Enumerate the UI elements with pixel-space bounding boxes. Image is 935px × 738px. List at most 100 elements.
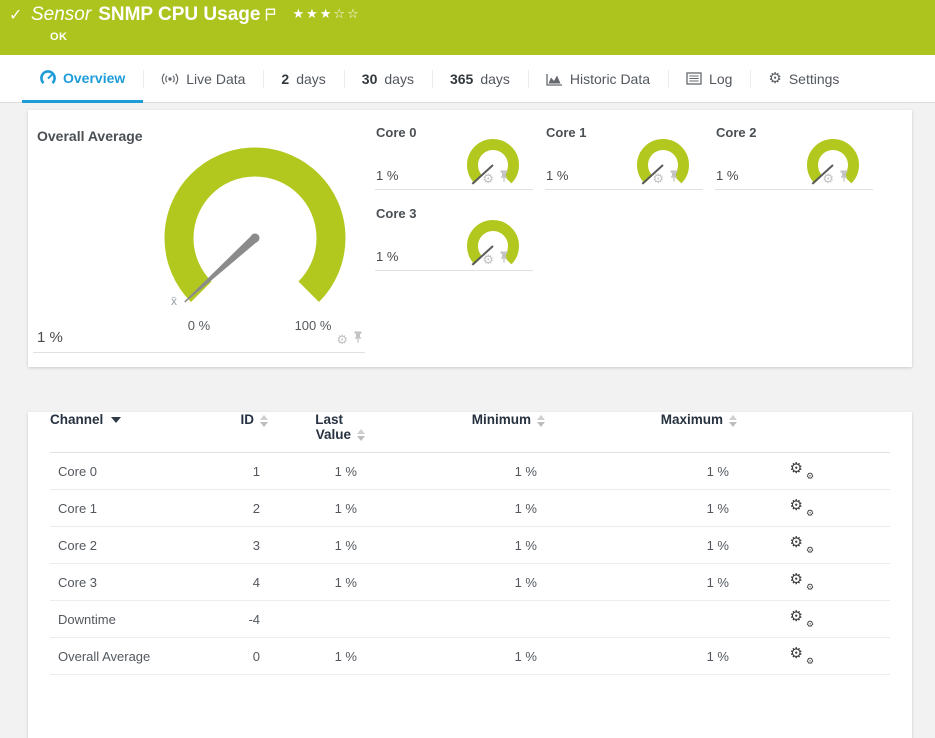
column-label: ID bbox=[240, 412, 255, 427]
gauge-scale-min: 0 % bbox=[187, 318, 211, 333]
gauge-title: Core 1 bbox=[546, 125, 587, 140]
channel-settings-gear-icon[interactable]: ⚙ bbox=[482, 170, 494, 186]
tab-30-days[interactable]: 30 days bbox=[343, 55, 432, 102]
table-row-core-0[interactable]: Core 0 1 1 % 1 % 1 % ⚙ ⚙ bbox=[50, 453, 890, 490]
pin-icon[interactable] bbox=[669, 169, 679, 187]
cell-id: 0 bbox=[252, 648, 260, 664]
object-kind-label: Sensor bbox=[31, 4, 92, 25]
column-header-minimum[interactable]: Minimum bbox=[365, 412, 545, 427]
gauge-value: 1 % bbox=[376, 168, 399, 183]
channel-settings-gear-icon[interactable]: ⚙ bbox=[822, 170, 834, 186]
table-row-core-2[interactable]: Core 2 3 1 % 1 % 1 % ⚙ ⚙ bbox=[50, 527, 890, 564]
tab-label: days bbox=[296, 70, 326, 87]
gauge-overall-average[interactable]: Overall Average x̄ 0 % 100 % 1 % ⚙ bbox=[33, 118, 365, 353]
cell-channel: Core 1 bbox=[58, 500, 98, 516]
gauge-scale-max: 100 % bbox=[294, 318, 332, 333]
tab-historic-data[interactable]: Historic Data bbox=[527, 55, 668, 102]
gauge-value: 1 % bbox=[546, 168, 569, 183]
column-header-channel[interactable]: Channel bbox=[50, 412, 228, 427]
cell-maximum: 1 % bbox=[706, 648, 729, 664]
core-gauge bbox=[467, 220, 519, 266]
pin-icon[interactable] bbox=[839, 169, 849, 187]
area-chart-icon bbox=[546, 72, 563, 86]
tab-overview[interactable]: Overview bbox=[22, 55, 144, 103]
column-label: Value bbox=[315, 427, 351, 442]
cell-channel: Core 3 bbox=[58, 574, 98, 590]
gauge-title: Core 2 bbox=[716, 125, 757, 140]
gauges-panel: Overall Average x̄ 0 % 100 % 1 % ⚙ bbox=[28, 110, 912, 367]
tab-number: 30 bbox=[361, 70, 378, 87]
cell-minimum: 1 % bbox=[514, 648, 537, 664]
tab-live-data[interactable]: Live Data bbox=[143, 55, 263, 102]
sensor-header: ✓ Sensor SNMP CPU Usage ★★★☆☆ OK bbox=[0, 0, 935, 55]
cell-id: 2 bbox=[252, 500, 260, 516]
column-header-id[interactable]: ID bbox=[228, 412, 268, 427]
cell-maximum: 1 % bbox=[706, 463, 729, 479]
tab-label: Log bbox=[709, 70, 733, 87]
cell-minimum: 1 % bbox=[514, 500, 537, 516]
main-content: Overall Average x̄ 0 % 100 % 1 % ⚙ bbox=[0, 103, 935, 738]
status-badge: OK bbox=[50, 31, 68, 43]
channel-settings-gear-icon[interactable]: ⚙ bbox=[652, 170, 664, 186]
priority-stars[interactable]: ★★★☆☆ bbox=[292, 6, 361, 21]
sensor-title-line: Sensor SNMP CPU Usage ★★★☆☆ bbox=[31, 4, 361, 27]
column-label: Channel bbox=[50, 412, 104, 427]
column-header-maximum[interactable]: Maximum bbox=[545, 412, 737, 427]
pin-icon[interactable] bbox=[499, 169, 509, 187]
table-row-core-3[interactable]: Core 3 4 1 % 1 % 1 % ⚙ ⚙ bbox=[50, 564, 890, 601]
cell-maximum: 1 % bbox=[706, 537, 729, 553]
cell-id: 4 bbox=[252, 574, 260, 590]
cell-id: 3 bbox=[252, 537, 260, 553]
gauge-core-1[interactable]: Core 1 1 % ⚙ bbox=[545, 118, 703, 190]
gauge-needle bbox=[641, 164, 664, 185]
cell-channel: Overall Average bbox=[58, 648, 151, 664]
channels-panel: Channel ID Last Value Minimum Maxi bbox=[28, 412, 912, 738]
cell-id: -4 bbox=[248, 611, 260, 627]
column-label: Last bbox=[315, 412, 343, 427]
tab-label: Settings bbox=[788, 70, 840, 87]
flag-icon bbox=[265, 5, 276, 27]
pin-icon[interactable] bbox=[499, 250, 509, 268]
gauge-title: Overall Average bbox=[37, 128, 143, 144]
gauge-icon bbox=[40, 70, 56, 85]
average-marker: x̄ bbox=[171, 294, 177, 308]
cell-minimum: 1 % bbox=[514, 574, 537, 590]
sort-icon bbox=[729, 415, 737, 427]
pin-icon[interactable] bbox=[353, 330, 363, 348]
gauge-title: Core 3 bbox=[376, 206, 417, 221]
gauge-needle bbox=[811, 164, 834, 185]
tab-number: 365 bbox=[449, 70, 474, 87]
gauge-core-0[interactable]: Core 0 1 % ⚙ bbox=[375, 118, 533, 190]
gauge-needle bbox=[471, 245, 494, 266]
gauge-value: 1 % bbox=[716, 168, 739, 183]
tab-365-days[interactable]: 365 days bbox=[431, 55, 528, 102]
channel-settings-gear-icon[interactable]: ⚙ bbox=[336, 331, 348, 347]
table-row-core-1[interactable]: Core 1 2 1 % 1 % 1 % ⚙ ⚙ bbox=[50, 490, 890, 527]
gauge-core-3[interactable]: Core 3 1 % ⚙ bbox=[375, 199, 533, 271]
settings-gear-icon: ⚙ bbox=[768, 70, 782, 87]
tab-label: Overview bbox=[63, 69, 126, 86]
page-title: SNMP CPU Usage bbox=[98, 4, 261, 25]
cell-channel: Core 2 bbox=[58, 537, 98, 553]
sort-descending-icon bbox=[111, 417, 122, 423]
tab-number: 2 bbox=[281, 70, 290, 87]
tab-log[interactable]: Log bbox=[668, 55, 750, 102]
cell-last-value: 1 % bbox=[334, 574, 357, 590]
table-row-downtime[interactable]: Downtime -4 ⚙ ⚙ bbox=[50, 601, 890, 638]
overall-average-gauge bbox=[164, 147, 346, 303]
status-check-icon: ✓ bbox=[9, 7, 23, 24]
sort-icon bbox=[260, 415, 268, 427]
core-gauge bbox=[637, 139, 689, 185]
cell-minimum: 1 % bbox=[514, 463, 537, 479]
gauge-core-2[interactable]: Core 2 1 % ⚙ bbox=[715, 118, 873, 190]
channel-settings-gear-icon[interactable]: ⚙ bbox=[482, 251, 494, 267]
tab-bar: Overview Live Data 2 days 30 days 365 da… bbox=[0, 55, 935, 103]
tab-settings[interactable]: ⚙ Settings bbox=[750, 55, 857, 102]
gauge-needle bbox=[184, 233, 260, 303]
table-row-overall-average[interactable]: Overall Average 0 1 % 1 % 1 % ⚙ ⚙ bbox=[50, 638, 890, 675]
tab-label: Live Data bbox=[186, 70, 246, 87]
column-header-last-value[interactable]: Last Value bbox=[268, 412, 365, 442]
column-label: Minimum bbox=[471, 412, 531, 427]
tab-2-days[interactable]: 2 days bbox=[263, 55, 343, 102]
tab-label: days bbox=[480, 70, 510, 87]
